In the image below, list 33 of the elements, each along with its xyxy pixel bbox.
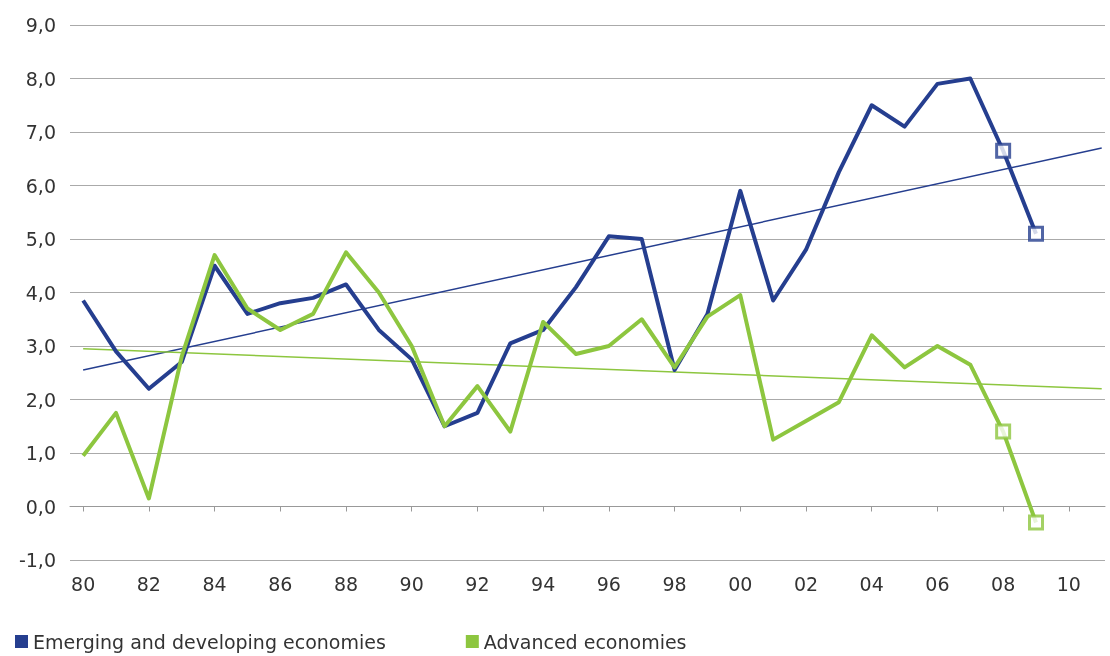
point (995, 142, 1012, 159)
y-tick-label: 7,0 (25, 121, 56, 143)
x-tick-label: 98 (662, 572, 687, 595)
x-tick-label: 88 (333, 572, 359, 595)
x-tick-label: 86 (268, 572, 293, 595)
point (1028, 225, 1044, 242)
x-tick-label: 04 (859, 572, 884, 595)
x-tick-label: 90 (399, 572, 424, 595)
y-tick-label: 5,0 (25, 228, 56, 250)
y-tick-label: 4,0 (25, 281, 56, 304)
legend-label: Emerging and developing economies (33, 630, 386, 653)
x-tick-label: 02 (793, 572, 819, 595)
point (995, 423, 1012, 440)
legend-label: Advanced economies (483, 630, 687, 653)
y-tick-label: 3,0 (25, 335, 56, 357)
x-tick-label: 82 (136, 572, 161, 595)
x-tick-label: 06 (925, 572, 950, 595)
y-tick-label: 2,0 (25, 388, 56, 411)
x-tick-label: 10 (1056, 572, 1081, 595)
y-tick-label: 6,0 (25, 174, 56, 197)
x-tick-label: 00 (728, 572, 753, 595)
x-tick-label: 84 (202, 572, 227, 595)
y-tick-label: -1,0 (18, 549, 56, 571)
x-tick-label: 94 (531, 572, 556, 595)
point (1028, 514, 1044, 531)
y-tick-label: 8,0 (25, 67, 56, 90)
x-tick-label: 96 (596, 572, 621, 595)
x-tick-label: 92 (465, 572, 490, 595)
y-tick-label: 1,0 (25, 442, 56, 464)
x-tick-label: 80 (71, 572, 96, 595)
x-tick-label: 08 (991, 572, 1016, 595)
y-tick-label: 0,0 (25, 495, 56, 518)
y-tick-label: 9,0 (25, 14, 56, 36)
